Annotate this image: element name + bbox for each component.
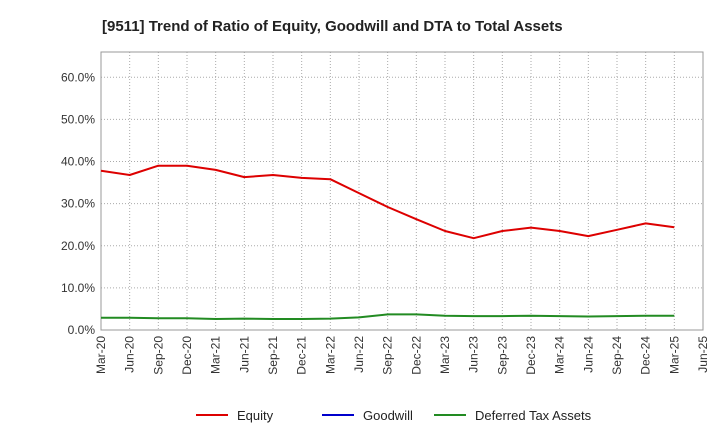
x-tick-label: Dec-20 bbox=[180, 336, 194, 375]
x-tick-label: Mar-25 bbox=[667, 336, 681, 374]
x-tick-label: Jun-22 bbox=[352, 336, 366, 373]
x-axis: Mar-20 Jun-20 Sep-20 Dec-20 Mar-21 Jun-21 Sep-… bbox=[94, 336, 710, 375]
series bbox=[100, 164, 675, 320]
legend-label-goodwill: Goodwill bbox=[363, 408, 413, 423]
x-tick-label: Dec-23 bbox=[524, 336, 538, 375]
x-tick-label: Jun-23 bbox=[467, 336, 481, 373]
y-axis: 0.0% 10.0% 20.0% 30.0% 40.0% 50.0% 60.0% bbox=[61, 70, 95, 337]
y-tick-label: 40.0% bbox=[61, 155, 95, 169]
y-tick-label: 30.0% bbox=[61, 197, 95, 211]
series-line-equity bbox=[100, 164, 675, 240]
x-tick-label: Mar-24 bbox=[553, 336, 567, 374]
x-tick-label: Mar-22 bbox=[323, 336, 337, 374]
x-tick-label: Sep-20 bbox=[151, 336, 165, 375]
x-tick-label: Jun-24 bbox=[581, 336, 595, 373]
x-tick-label: Sep-23 bbox=[495, 336, 509, 375]
chart-title: [9511] Trend of Ratio of Equity, Goodwil… bbox=[102, 18, 563, 35]
x-tick-label: Sep-24 bbox=[610, 336, 624, 375]
x-tick-label: Mar-21 bbox=[209, 336, 223, 374]
y-tick-label: 50.0% bbox=[61, 112, 95, 126]
y-tick-label: 20.0% bbox=[61, 239, 95, 253]
x-tick-label: Dec-22 bbox=[409, 336, 423, 375]
y-tick-label: 10.0% bbox=[61, 281, 95, 295]
plot-area bbox=[100, 51, 704, 331]
x-tick-label: Dec-21 bbox=[295, 336, 309, 375]
x-tick-label: Mar-23 bbox=[438, 336, 452, 374]
x-tick-label: Jun-25 bbox=[696, 336, 710, 373]
legend: Equity Goodwill Deferred Tax Assets bbox=[196, 408, 592, 423]
y-tick-label: 0.0% bbox=[68, 323, 96, 337]
legend-label-equity: Equity bbox=[237, 408, 274, 423]
x-tick-label: Sep-22 bbox=[381, 336, 395, 375]
x-tick-label: Dec-24 bbox=[639, 336, 653, 375]
x-tick-label: Sep-21 bbox=[266, 336, 280, 375]
grid bbox=[100, 52, 704, 331]
legend-label-deferred-tax-assets: Deferred Tax Assets bbox=[475, 408, 592, 423]
x-tick-label: Jun-21 bbox=[237, 336, 251, 373]
series-line-deferred-tax-assets bbox=[101, 313, 675, 320]
y-tick-label: 60.0% bbox=[61, 70, 95, 84]
x-tick-label: Jun-20 bbox=[123, 336, 137, 373]
x-tick-label: Mar-20 bbox=[94, 336, 108, 374]
